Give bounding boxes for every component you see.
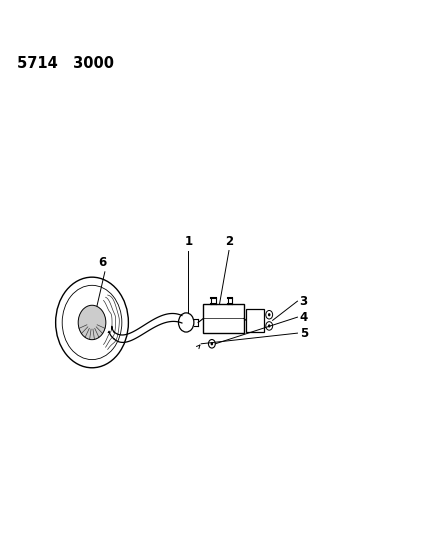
Circle shape bbox=[268, 324, 270, 327]
FancyBboxPatch shape bbox=[246, 309, 264, 332]
Text: 2: 2 bbox=[225, 235, 233, 248]
Text: 5714   3000: 5714 3000 bbox=[17, 56, 114, 71]
Text: 3: 3 bbox=[300, 295, 308, 308]
Text: 1: 1 bbox=[184, 235, 192, 248]
Circle shape bbox=[268, 313, 270, 316]
Text: 4: 4 bbox=[300, 311, 308, 324]
Text: 6: 6 bbox=[98, 256, 107, 269]
Text: 5: 5 bbox=[300, 327, 308, 340]
Circle shape bbox=[211, 342, 213, 345]
FancyBboxPatch shape bbox=[203, 304, 244, 333]
Circle shape bbox=[78, 305, 106, 340]
